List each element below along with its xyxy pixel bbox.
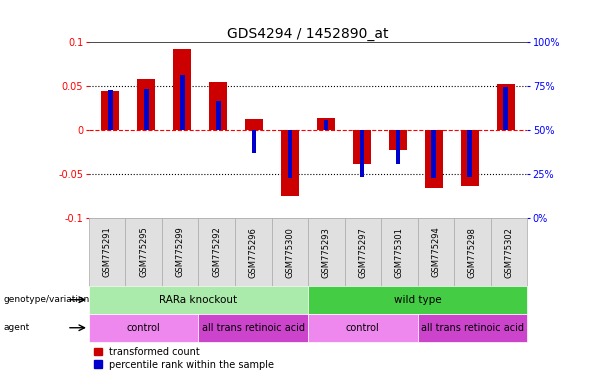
Bar: [454, 218, 490, 286]
Bar: [317, 118, 335, 130]
Bar: [272, 218, 308, 286]
Text: genotype/variation: genotype/variation: [3, 295, 89, 304]
Bar: [345, 218, 381, 286]
Text: control: control: [127, 323, 161, 333]
Text: all trans retinoic acid: all trans retinoic acid: [421, 323, 524, 333]
Title: GDS4294 / 1452890_at: GDS4294 / 1452890_at: [227, 27, 389, 41]
Text: RARa knockout: RARa knockout: [159, 295, 237, 305]
Bar: [126, 218, 162, 286]
Text: control: control: [346, 323, 379, 333]
Bar: [137, 79, 155, 130]
Bar: [162, 218, 199, 286]
Bar: [245, 119, 263, 130]
Bar: [308, 286, 527, 314]
Text: GSM775302: GSM775302: [504, 227, 514, 278]
Text: GSM775295: GSM775295: [139, 227, 148, 278]
Bar: [89, 286, 308, 314]
Bar: [490, 218, 527, 286]
Text: GSM775300: GSM775300: [285, 227, 294, 278]
Bar: [308, 314, 417, 342]
Text: all trans retinoic acid: all trans retinoic acid: [202, 323, 305, 333]
Bar: [417, 314, 527, 342]
Bar: [89, 218, 126, 286]
Bar: [497, 84, 514, 130]
Bar: [180, 75, 185, 130]
Text: GSM775293: GSM775293: [322, 227, 331, 278]
Bar: [381, 218, 417, 286]
Bar: [389, 130, 407, 150]
Bar: [360, 130, 364, 177]
Text: GSM775298: GSM775298: [468, 227, 477, 278]
Bar: [461, 130, 479, 186]
Text: GSM775291: GSM775291: [102, 227, 112, 278]
Bar: [89, 314, 199, 342]
Bar: [432, 130, 436, 178]
Bar: [173, 49, 191, 130]
Text: GSM775292: GSM775292: [212, 227, 221, 278]
Bar: [425, 130, 443, 188]
Bar: [144, 89, 149, 130]
Bar: [235, 218, 272, 286]
Text: GSM775299: GSM775299: [176, 227, 185, 278]
Text: GSM775294: GSM775294: [432, 227, 440, 278]
Bar: [467, 130, 472, 177]
Text: GSM775301: GSM775301: [395, 227, 404, 278]
Bar: [353, 130, 371, 164]
Bar: [252, 130, 256, 153]
Legend: transformed count, percentile rank within the sample: transformed count, percentile rank withi…: [94, 347, 274, 369]
Bar: [503, 87, 508, 130]
Bar: [281, 130, 299, 197]
Bar: [324, 119, 329, 130]
Bar: [216, 101, 221, 130]
Bar: [108, 89, 113, 130]
Bar: [199, 218, 235, 286]
Text: GSM775296: GSM775296: [249, 227, 257, 278]
Bar: [209, 83, 227, 130]
Bar: [287, 130, 292, 178]
Bar: [102, 91, 120, 130]
Bar: [308, 218, 345, 286]
Text: agent: agent: [3, 323, 29, 332]
Text: GSM775297: GSM775297: [359, 227, 367, 278]
Text: wild type: wild type: [394, 295, 441, 305]
Bar: [417, 218, 454, 286]
Bar: [199, 314, 308, 342]
Bar: [395, 130, 400, 164]
